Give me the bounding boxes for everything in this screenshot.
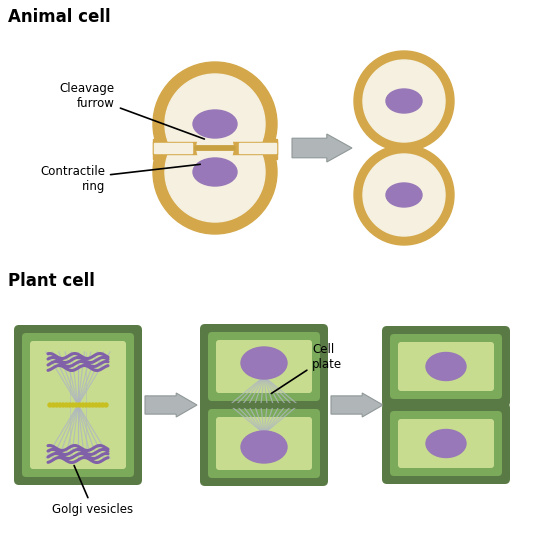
Circle shape (65, 403, 69, 407)
FancyBboxPatch shape (208, 332, 320, 401)
FancyBboxPatch shape (239, 143, 276, 153)
Polygon shape (292, 134, 352, 162)
Ellipse shape (386, 89, 422, 113)
Circle shape (61, 403, 65, 407)
FancyBboxPatch shape (216, 340, 312, 393)
FancyBboxPatch shape (398, 419, 494, 468)
FancyBboxPatch shape (390, 411, 502, 476)
FancyBboxPatch shape (200, 401, 328, 486)
Circle shape (165, 122, 265, 222)
FancyBboxPatch shape (216, 417, 312, 470)
Circle shape (212, 146, 216, 150)
Ellipse shape (426, 353, 466, 380)
Circle shape (207, 146, 211, 150)
Circle shape (84, 403, 88, 407)
Circle shape (197, 131, 233, 167)
FancyBboxPatch shape (200, 324, 328, 409)
Circle shape (78, 403, 82, 407)
Circle shape (97, 403, 101, 407)
Circle shape (214, 146, 218, 150)
Text: Plant cell: Plant cell (8, 272, 95, 290)
Circle shape (205, 146, 209, 150)
Circle shape (71, 403, 75, 407)
Circle shape (91, 403, 95, 407)
Text: Contractile
ring: Contractile ring (40, 164, 200, 193)
Circle shape (354, 51, 454, 151)
Ellipse shape (241, 347, 287, 379)
Circle shape (153, 62, 277, 186)
Text: Animal cell: Animal cell (8, 8, 110, 26)
Circle shape (54, 403, 59, 407)
Ellipse shape (241, 431, 287, 463)
FancyBboxPatch shape (382, 326, 510, 407)
Circle shape (195, 148, 235, 188)
Circle shape (165, 74, 265, 174)
Circle shape (202, 146, 206, 150)
FancyBboxPatch shape (398, 342, 494, 391)
Circle shape (195, 146, 199, 150)
FancyBboxPatch shape (382, 403, 510, 484)
Circle shape (363, 60, 445, 142)
Circle shape (75, 403, 78, 407)
Circle shape (217, 146, 221, 150)
Circle shape (68, 403, 72, 407)
Ellipse shape (426, 430, 466, 458)
Circle shape (153, 110, 277, 234)
Circle shape (224, 146, 228, 150)
Ellipse shape (386, 183, 422, 207)
FancyBboxPatch shape (153, 139, 277, 159)
Circle shape (48, 403, 52, 407)
Circle shape (354, 145, 454, 245)
FancyBboxPatch shape (390, 334, 502, 399)
Circle shape (81, 403, 85, 407)
Circle shape (228, 146, 233, 150)
FancyBboxPatch shape (208, 409, 320, 478)
Text: Golgi vesicles: Golgi vesicles (52, 466, 134, 516)
Polygon shape (331, 393, 383, 417)
Circle shape (195, 108, 235, 148)
Circle shape (197, 146, 202, 150)
Circle shape (221, 146, 226, 150)
Circle shape (51, 403, 55, 407)
Circle shape (101, 403, 104, 407)
Circle shape (200, 146, 204, 150)
FancyBboxPatch shape (30, 341, 126, 469)
Circle shape (197, 129, 233, 165)
Circle shape (209, 146, 214, 150)
FancyBboxPatch shape (22, 333, 134, 477)
Circle shape (226, 146, 231, 150)
Circle shape (88, 403, 91, 407)
Text: Cleavage
furrow: Cleavage furrow (60, 82, 205, 139)
Circle shape (94, 403, 98, 407)
Ellipse shape (193, 110, 237, 138)
Circle shape (219, 146, 223, 150)
Polygon shape (145, 393, 197, 417)
Ellipse shape (193, 158, 237, 186)
Text: Cell
plate: Cell plate (271, 343, 342, 393)
FancyBboxPatch shape (153, 142, 277, 154)
Circle shape (58, 403, 62, 407)
Circle shape (104, 403, 108, 407)
Circle shape (231, 146, 235, 150)
FancyBboxPatch shape (154, 143, 192, 153)
Circle shape (363, 154, 445, 236)
FancyBboxPatch shape (14, 325, 142, 485)
